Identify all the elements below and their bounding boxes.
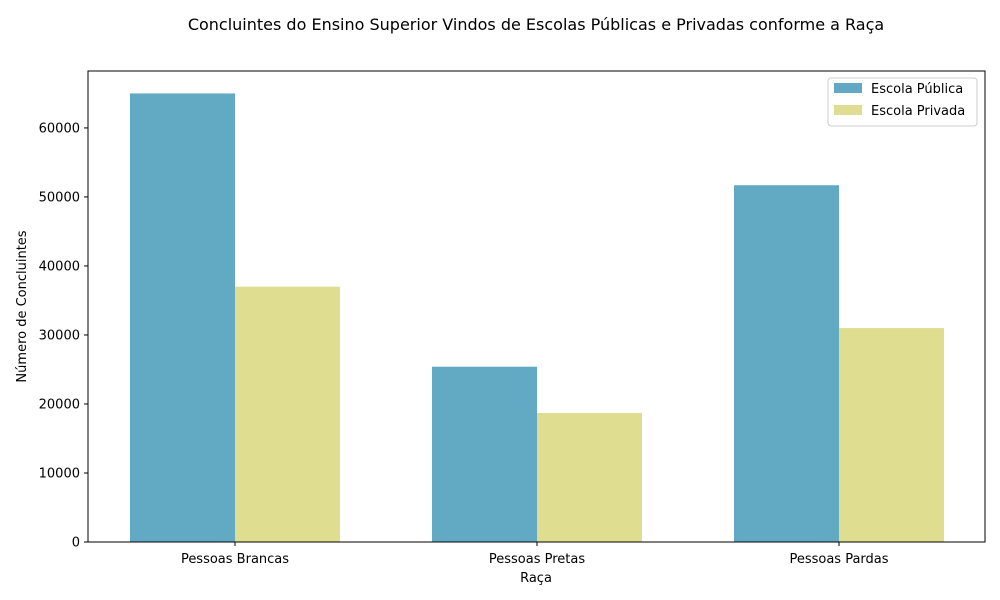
x-tick-label: Pessoas Pretas — [489, 552, 585, 567]
bar-privada-2 — [839, 328, 944, 542]
bar-privada-0 — [235, 286, 340, 542]
y-tick-label: 20000 — [39, 397, 80, 412]
plot-frame — [87, 70, 986, 543]
bar-privada-1 — [537, 412, 642, 542]
legend-label: Escola Privada — [871, 104, 965, 119]
x-tick-label: Pessoas Pardas — [789, 552, 888, 567]
x-axis-label: Raça — [520, 571, 552, 586]
chart-title: Concluintes do Ensino Superior Vindos de… — [188, 15, 884, 34]
y-tick-label: 30000 — [39, 328, 80, 343]
bar-publica-2 — [734, 185, 839, 542]
plot-area: 0 10000 20000 30000 40000 50000 60000 Pessoas B… — [39, 93, 944, 567]
y-tick-label: 0 — [72, 536, 80, 551]
bar-publica-1 — [432, 366, 537, 542]
legend-box — [827, 77, 978, 127]
legend-label: Escola Pública — [871, 82, 963, 97]
legend-swatch — [834, 105, 862, 115]
y-tick-label: 50000 — [39, 190, 80, 205]
y-tick-label: 40000 — [39, 259, 80, 274]
legend-swatch — [834, 83, 862, 93]
y-axis-label: Número de Concluintes — [15, 230, 30, 382]
y-tick-label: 10000 — [39, 466, 80, 481]
x-tick-label: Pessoas Brancas — [181, 552, 289, 567]
bar-publica-0 — [130, 93, 235, 542]
legend: Escola Pública Escola Privada — [827, 77, 978, 127]
y-tick-label: 60000 — [39, 121, 80, 136]
